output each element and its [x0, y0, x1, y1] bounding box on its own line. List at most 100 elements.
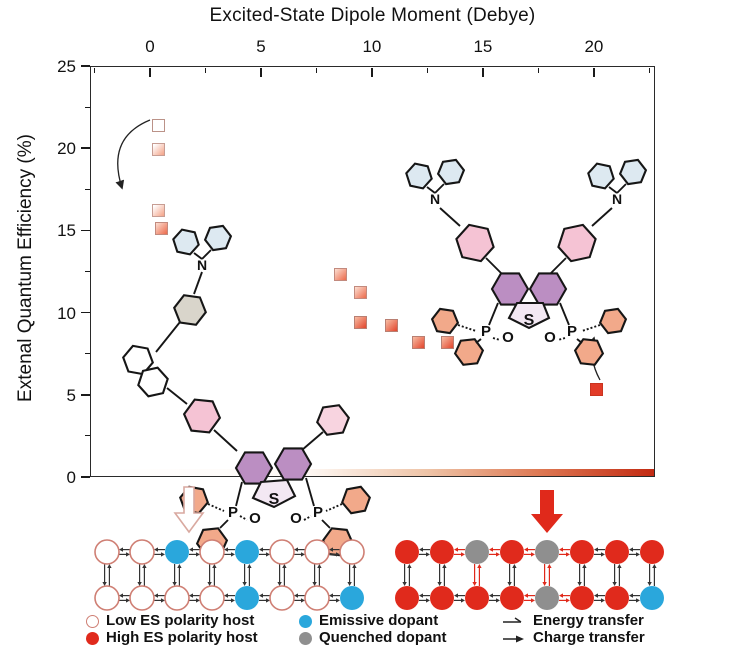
scatter-point	[354, 315, 368, 329]
host-circle	[640, 540, 664, 564]
phosphorus-label: P	[481, 323, 491, 340]
circle-blue-icon	[299, 614, 312, 628]
quenched-dopant-circle	[535, 540, 559, 564]
scatter-point	[152, 143, 166, 157]
y-tick	[81, 65, 90, 67]
y-tick-label: 0	[66, 468, 76, 487]
y-tick	[81, 476, 90, 478]
y-tick-label: 15	[57, 221, 76, 241]
core-ring	[490, 272, 530, 306]
phosphorus-label: P	[228, 504, 238, 521]
host-circle	[164, 585, 190, 611]
emissive-dopant-circle	[235, 540, 259, 564]
scatter-point	[152, 204, 166, 218]
phenyl-ring	[316, 404, 350, 436]
carbazole-ring	[587, 162, 615, 190]
core-ring	[234, 451, 274, 485]
phenyl-ring	[598, 307, 628, 335]
x-minor-tick	[204, 67, 207, 73]
x-tick	[371, 67, 373, 77]
x-tick	[593, 67, 595, 77]
host-circle	[339, 539, 365, 565]
host-circle	[605, 586, 629, 610]
scatter-point	[385, 319, 399, 333]
legend-label: Emissive dopant	[319, 612, 439, 629]
host-circle	[430, 540, 454, 564]
legend-label: Energy transfer	[533, 612, 644, 629]
emissive-dopant-circle	[640, 586, 664, 610]
y-tick	[81, 394, 90, 396]
y-tick-label: 5	[66, 385, 76, 405]
legend-label: Quenched dopant	[319, 629, 447, 646]
x-tick	[482, 67, 484, 77]
spiro-ring	[137, 366, 169, 398]
y-tick	[81, 311, 90, 314]
carbazole-ring	[172, 228, 200, 256]
thiophene-ring	[507, 301, 551, 330]
oxygen-label: O	[249, 510, 261, 527]
scatter-point	[354, 286, 368, 300]
phenyl-ring	[182, 398, 222, 434]
legend-item: Quenched dopant	[299, 630, 447, 646]
host-circle	[94, 539, 120, 565]
legend-label: High ES polarity host	[106, 629, 258, 646]
emissive-dopant-circle	[165, 540, 189, 564]
carbazole-ring	[436, 158, 466, 186]
host-circle	[605, 540, 629, 564]
x-tick	[260, 67, 262, 77]
x-tick	[149, 67, 151, 77]
low-polarity-down-arrow-icon	[173, 486, 205, 534]
scatter-point	[154, 222, 168, 236]
x-tick-label: 5	[256, 37, 266, 56]
host-circle	[199, 539, 225, 565]
nitrogen-label: N	[612, 191, 622, 207]
host-circle	[269, 585, 295, 611]
carbazole-ring	[618, 158, 648, 186]
host-circle	[129, 585, 155, 611]
phenyl-ring	[341, 485, 371, 515]
circle-gray-icon	[299, 631, 312, 645]
scatter-point	[412, 335, 426, 349]
host-circle	[199, 585, 225, 611]
legend-item: High ES polarity host	[86, 630, 258, 646]
oxygen-label: O	[290, 510, 302, 527]
oxygen-label: O	[544, 329, 556, 346]
legend-item: Low ES polarity host	[86, 613, 254, 629]
emissive-dopant-circle	[235, 586, 259, 610]
legend-item: Charge transfer	[502, 630, 645, 646]
arrow-energy-icon	[503, 617, 522, 623]
legend-item: Emissive dopant	[299, 613, 438, 629]
molecule-high-es-polarity-host: N NSP O PO	[405, 158, 648, 366]
x-minor-tick	[648, 67, 651, 73]
phenyl-ring	[430, 307, 460, 335]
host-circle	[570, 586, 594, 610]
y-minor-tick	[85, 435, 90, 437]
host-circle	[269, 539, 295, 565]
y-tick-label: 20	[57, 139, 76, 159]
host-circle	[395, 586, 419, 610]
host-circle	[395, 540, 419, 564]
host-circle	[500, 540, 524, 564]
host-circle	[500, 586, 524, 610]
host-circle	[94, 585, 120, 611]
core-ring	[273, 447, 313, 481]
high-polarity-down-arrow-icon	[531, 490, 563, 533]
x-tick-label: 0	[145, 37, 155, 56]
legend-label: Charge transfer	[533, 629, 645, 646]
y-tick	[81, 229, 90, 232]
host-circle	[304, 539, 330, 565]
oxygen-label: O	[502, 329, 514, 346]
phenyl-ring	[557, 223, 597, 263]
molecule-low-es-polarity-host: NSP O PO	[122, 224, 371, 557]
core-ring	[528, 272, 568, 306]
x-tick-label: 10	[362, 37, 382, 56]
y-minor-tick	[85, 106, 90, 108]
y-minor-tick	[85, 270, 90, 273]
emissive-dopant-circle	[340, 586, 364, 610]
circle-red-icon	[86, 631, 99, 645]
y-tick-label: 25	[57, 57, 76, 76]
phosphorus-label: P	[313, 504, 323, 521]
lattice-low-polarity-film	[94, 539, 365, 611]
lattice-high-polarity-film	[395, 540, 664, 610]
